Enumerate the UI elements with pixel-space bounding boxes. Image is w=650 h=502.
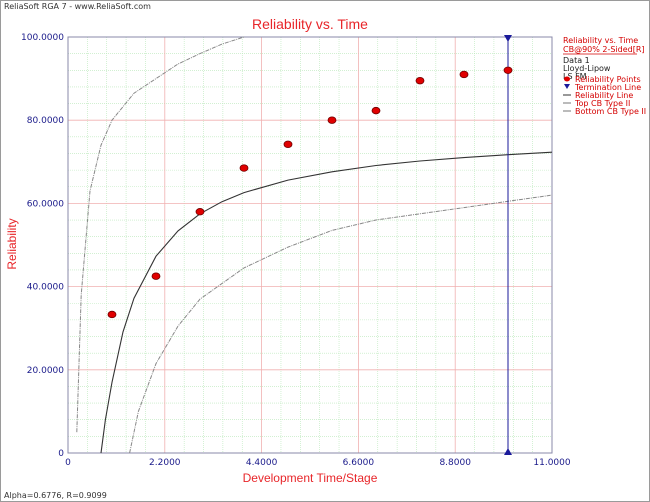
x-tick-label: 4.4000: [246, 458, 278, 468]
reliability-point: [415, 76, 425, 85]
reliability-point: [151, 272, 161, 280]
x-tick-label: 8.8000: [439, 458, 471, 468]
termination-marker-top: [504, 35, 512, 42]
y-tick-label: 100.0000: [21, 33, 64, 43]
termination-line-group: [504, 35, 512, 455]
legend-entry-label: Top CB Type II: [574, 99, 630, 108]
x-axis-ticks: 0 2.2000 4.4000 6.6000 8.8000 11.0000: [65, 458, 571, 468]
top-cb-line: [76, 36, 245, 433]
y-tick-label: 80.0000: [27, 116, 64, 126]
reliability-point: [283, 140, 293, 149]
legend-entry: Termination Line: [564, 83, 641, 92]
legend-triangle-icon: [564, 84, 570, 89]
legend-subtitle: CB@90% 2-Sided[R]: [563, 45, 645, 54]
legend-entry: Reliability Line: [563, 91, 633, 100]
x-tick-label: 2.2000: [149, 458, 181, 468]
legend-entry: Reliability Points: [564, 75, 641, 84]
reliability-point: [327, 116, 337, 124]
legend-method: LS FM: [563, 72, 587, 81]
legend-data-name: Data 1: [563, 56, 590, 65]
reliability-point: [503, 66, 513, 74]
y-tick-label: 0: [58, 449, 64, 459]
legend-entry-label: Bottom CB Type II: [575, 107, 646, 116]
termination-marker-bottom: [504, 448, 512, 455]
legend-dot-icon: [564, 76, 570, 82]
y-axis-label: Reliability: [5, 218, 19, 269]
reliability-point: [107, 310, 117, 319]
legend-entry-label: Termination Line: [574, 83, 641, 92]
legend-title: Reliability vs. Time: [563, 36, 638, 45]
legend-entry-label: Reliability Line: [575, 91, 633, 100]
model-parameters: Alpha=0.6776, R=0.9099: [4, 491, 107, 500]
legend-entry-label: Reliability Points: [575, 75, 641, 84]
x-tick-label: 0: [65, 458, 71, 468]
x-tick-label: 11.0000: [533, 458, 570, 468]
legend: Reliability vs. Time CB@90% 2-Sided[R] D…: [563, 36, 646, 116]
y-axis-ticks: 0 20.0000 40.0000 60.0000 80.0000 100.0000: [21, 33, 64, 459]
x-tick-label: 6.6000: [343, 458, 375, 468]
reliability-point: [371, 106, 381, 115]
reliability-points: [107, 66, 513, 319]
bottom-cb-line: [129, 194, 553, 454]
reliability-line: [100, 151, 553, 454]
y-tick-label: 40.0000: [27, 283, 64, 293]
legend-entry: Bottom CB Type II: [563, 107, 646, 116]
reliability-point: [239, 164, 249, 172]
y-tick-label: 20.0000: [27, 366, 64, 376]
legend-model: Lloyd-Lipow: [563, 64, 611, 73]
reliability-point: [195, 208, 205, 216]
reliability-point: [459, 70, 469, 79]
minor-grid: [68, 37, 552, 453]
x-axis-label: Development Time/Stage: [243, 471, 378, 485]
curves: [76, 36, 553, 454]
major-grid: [68, 37, 552, 453]
plot-area: [67, 36, 553, 454]
chart-title: Reliability vs. Time: [252, 16, 368, 32]
legend-entry: Top CB Type II: [563, 99, 630, 108]
app-title: ReliaSoft RGA 7 - www.ReliaSoft.com: [4, 2, 151, 11]
y-tick-label: 60.0000: [27, 199, 64, 209]
